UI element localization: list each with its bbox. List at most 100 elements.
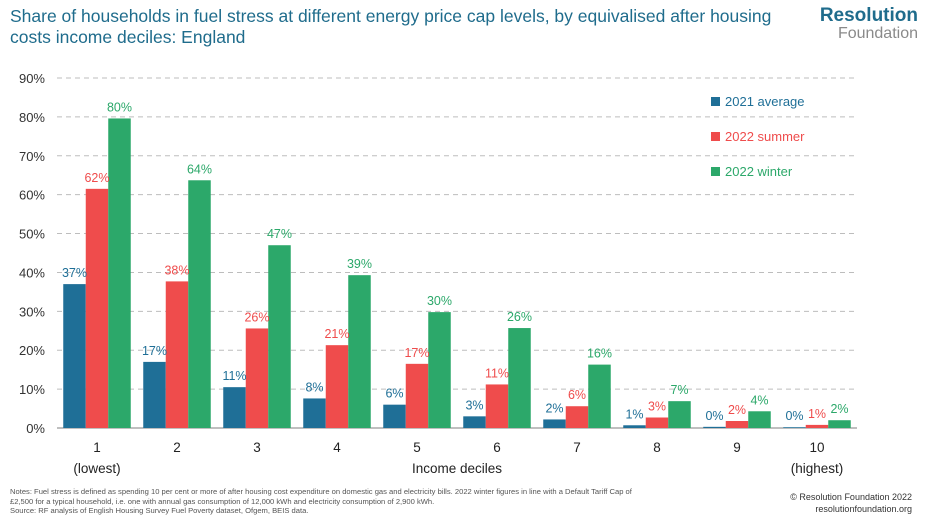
legend-label: 2022 summer: [725, 129, 805, 144]
resolution-foundation-logo: Resolution Foundation: [820, 6, 918, 42]
bar: [565, 406, 589, 428]
x-tick-label: 6: [493, 440, 501, 455]
x-tick-sublabel: (lowest): [73, 461, 120, 476]
bar: [143, 361, 166, 428]
copyright-text: © Resolution Foundation 2022: [790, 492, 912, 502]
x-tick-label: 2: [173, 440, 181, 455]
y-axis-ticks: 0% 10% 20% 30% 40% 50% 60% 70% 80% 90%: [19, 71, 45, 436]
x-tick-label: 9: [733, 440, 741, 455]
bar: [268, 245, 291, 428]
data-label: 6%: [568, 388, 586, 402]
bar: [543, 419, 566, 428]
bar: [405, 363, 429, 428]
website-link[interactable]: resolutionfoundation.org: [815, 504, 912, 514]
data-label: 37%: [62, 266, 87, 280]
data-label: 2%: [728, 403, 746, 417]
bar: [85, 188, 109, 428]
logo-line-2: Foundation: [837, 25, 918, 42]
y-tick-label: 30%: [19, 304, 45, 319]
data-label: 39%: [347, 257, 372, 271]
bar: [108, 118, 131, 428]
x-tick-label: 5: [413, 440, 421, 455]
bar: [463, 416, 486, 428]
data-label: 3%: [648, 400, 666, 414]
data-label: 17%: [404, 346, 429, 360]
notes-line-1: Notes: Fuel stress is defined as spendin…: [10, 487, 632, 496]
data-label: 64%: [187, 162, 212, 176]
data-label: 7%: [670, 383, 688, 397]
bar: [223, 387, 246, 428]
x-tick-label: 4: [333, 440, 341, 455]
bar: [188, 180, 211, 428]
legend-swatch: [711, 167, 720, 176]
data-label: 3%: [465, 398, 483, 412]
x-tick-label: 7: [573, 440, 581, 455]
data-label: 2%: [830, 402, 848, 416]
x-tick-label: 8: [653, 440, 661, 455]
source-line: Source: RF analysis of English Housing S…: [10, 506, 309, 515]
bar: [748, 411, 771, 428]
y-tick-label: 40%: [19, 265, 45, 280]
y-tick-label: 80%: [19, 110, 45, 125]
x-axis-ticks: 1 (lowest) 2 3 4 5 6 7 8 9 10 (highest): [73, 440, 843, 476]
data-label: 8%: [305, 380, 323, 394]
x-tick-label: 10: [809, 440, 824, 455]
bar: [623, 425, 646, 428]
data-label: 16%: [587, 347, 612, 361]
data-label: 2%: [545, 401, 563, 415]
chart-title: Share of households in fuel stress at di…: [10, 6, 772, 47]
bar: [303, 398, 326, 428]
y-tick-label: 0%: [26, 421, 45, 436]
y-tick-label: 50%: [19, 227, 45, 242]
x-axis-title: Income deciles: [412, 461, 502, 476]
bar: [703, 426, 726, 428]
data-label: 26%: [244, 310, 269, 324]
notes-line-2: £2,500 for a typical household, i.e. one…: [10, 496, 435, 506]
data-label: 30%: [427, 294, 452, 308]
bar: [725, 421, 749, 428]
legend-label: 2021 average: [725, 94, 805, 109]
bar: [383, 404, 406, 428]
data-label: 0%: [785, 409, 803, 423]
legend-swatch: [711, 97, 720, 106]
y-tick-label: 10%: [19, 382, 45, 397]
data-label: 62%: [84, 171, 109, 185]
x-tick-sublabel: (highest): [791, 461, 844, 476]
data-labels: 37% 62% 80% 17% 38% 64% 11% 26% 47% 8% 21% 39% 6% 17%…: [62, 100, 849, 423]
data-label: 6%: [385, 387, 403, 401]
copyright-block: © Resolution Foundation 2022 resolutionf…: [790, 491, 912, 515]
bar: [828, 420, 851, 428]
bar-chart: 0%10%20%30%40%50%60%70%80%90% 37%62%80%1…: [19, 71, 857, 476]
legend-label: 2022 winter: [725, 164, 793, 179]
legend-swatch: [711, 132, 720, 141]
bar: [485, 384, 509, 428]
bars: [63, 118, 851, 428]
data-label: 38%: [164, 263, 189, 277]
data-label: 4%: [750, 393, 768, 407]
x-tick-label: 3: [253, 440, 261, 455]
chart-notes: Notes: Fuel stress is defined as spendin…: [10, 487, 770, 516]
data-label: 47%: [267, 227, 292, 241]
data-label: 26%: [507, 310, 532, 324]
bar: [588, 364, 611, 428]
x-tick-label: 1: [93, 440, 101, 455]
bar: [805, 424, 829, 428]
logo-line-1: Resolution: [819, 5, 918, 26]
data-label: 21%: [324, 327, 349, 341]
y-tick-label: 90%: [19, 71, 45, 86]
data-label: 1%: [625, 407, 643, 421]
data-label: 1%: [808, 407, 826, 421]
data-label: 0%: [705, 409, 723, 423]
bar: [63, 284, 86, 428]
data-label: 17%: [142, 344, 167, 358]
data-label: 11%: [222, 369, 246, 383]
y-tick-label: 70%: [19, 149, 45, 164]
bar: [645, 417, 669, 428]
bar: [428, 312, 451, 428]
y-tick-label: 60%: [19, 188, 45, 203]
data-label: 11%: [485, 366, 509, 380]
bar: [325, 345, 349, 428]
bar: [668, 401, 691, 428]
y-tick-label: 20%: [19, 343, 45, 358]
bar: [348, 275, 371, 428]
